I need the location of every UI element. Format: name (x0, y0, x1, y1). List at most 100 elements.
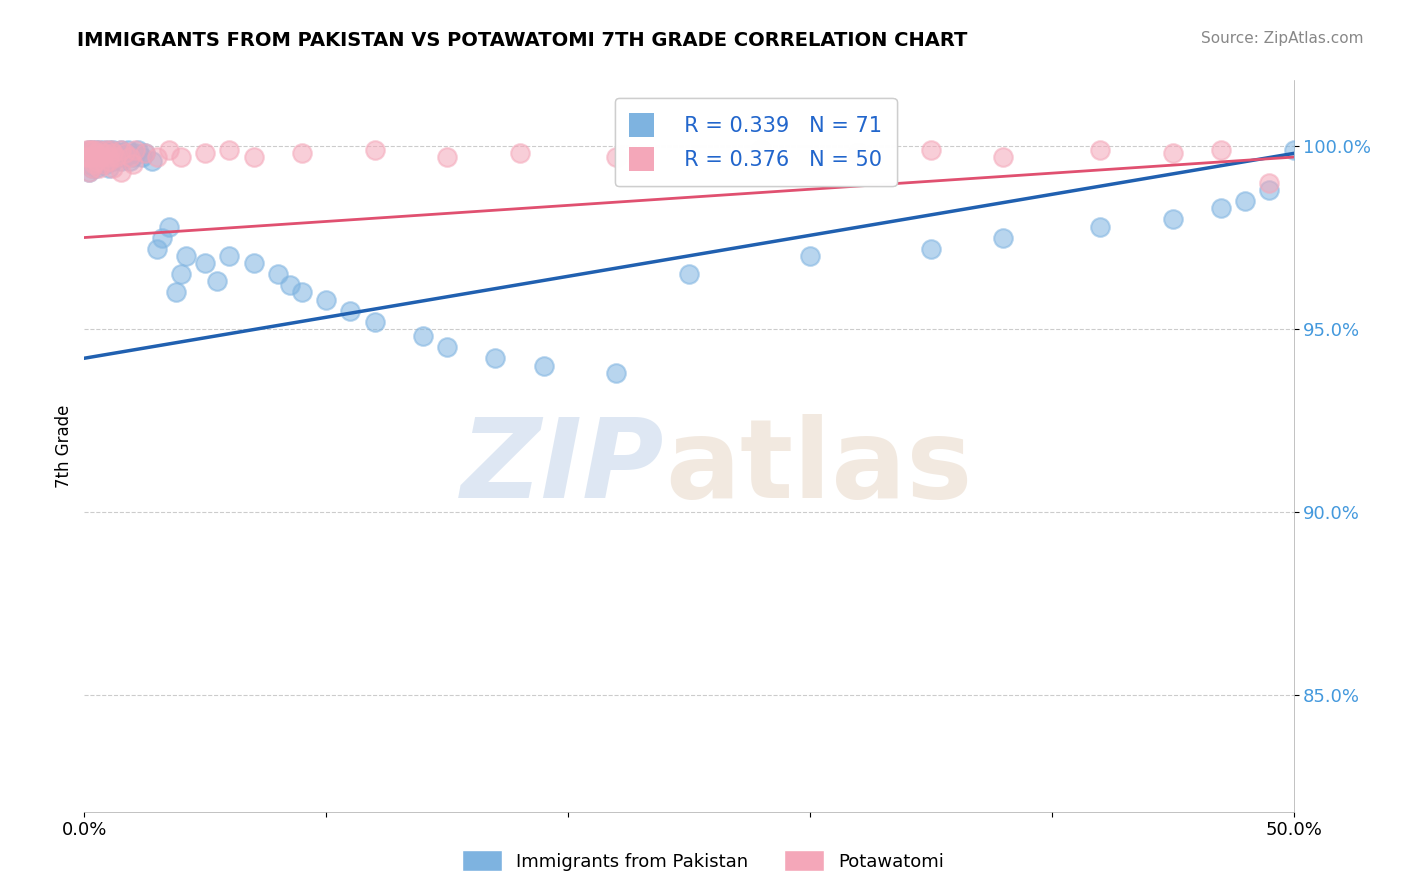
Point (1088, 143, 1111, 157)
Point (678, 267, 700, 281)
Point (412, 329, 434, 343)
Point (76, 150, 98, 164)
Point (170, 267, 193, 281)
Point (86, 150, 108, 164)
Point (80, 143, 103, 157)
Point (120, 153, 142, 168)
Point (121, 157, 143, 171)
Point (93, 146, 115, 161)
Point (80, 150, 103, 164)
Point (76, 146, 98, 161)
Point (93, 157, 115, 171)
Point (94, 143, 117, 157)
Point (146, 150, 169, 164)
Point (93, 143, 115, 157)
Point (110, 143, 132, 157)
Point (80, 161, 103, 175)
Point (1161, 146, 1184, 161)
Text: IMMIGRANTS FROM PAKISTAN VS POTAWATOMI 7TH GRADE CORRELATION CHART: IMMIGRANTS FROM PAKISTAN VS POTAWATOMI 7… (77, 31, 967, 50)
Point (121, 150, 143, 164)
Point (86, 161, 108, 175)
Point (170, 150, 193, 164)
Point (605, 366, 627, 380)
Point (1258, 183, 1281, 197)
Point (242, 256, 264, 270)
Point (218, 249, 240, 263)
Point (1209, 143, 1232, 157)
Point (194, 146, 217, 161)
Point (165, 285, 187, 300)
Point (993, 150, 1015, 164)
Point (1088, 219, 1111, 234)
Point (1234, 194, 1257, 208)
Point (77, 150, 100, 164)
Point (150, 230, 173, 244)
Point (110, 153, 132, 168)
Point (104, 150, 127, 164)
Point (436, 340, 458, 354)
Point (114, 146, 136, 161)
Point (83, 146, 105, 161)
Point (509, 146, 531, 161)
Point (80, 161, 103, 175)
Point (207, 274, 229, 288)
Point (533, 359, 555, 373)
Point (120, 150, 142, 164)
Text: Source: ZipAtlas.com: Source: ZipAtlas.com (1201, 31, 1364, 46)
Point (77, 164, 100, 178)
Point (146, 242, 169, 256)
Point (97, 153, 120, 168)
Point (484, 351, 506, 366)
Point (90, 146, 112, 161)
Legend:   R = 0.339   N = 71,   R = 0.376   N = 50: R = 0.339 N = 71, R = 0.376 N = 50 (614, 98, 897, 186)
Point (218, 143, 240, 157)
Point (80, 143, 103, 157)
Point (87, 143, 110, 157)
Point (87, 143, 110, 157)
Text: atlas: atlas (665, 415, 972, 522)
Point (278, 278, 301, 293)
Point (97, 161, 120, 175)
Point (267, 267, 290, 281)
Point (83, 157, 105, 171)
Point (134, 146, 156, 161)
Point (291, 146, 314, 161)
Point (80, 150, 103, 164)
Point (112, 146, 135, 161)
Point (83, 153, 105, 168)
Point (83, 143, 105, 157)
Point (141, 153, 163, 168)
Point (993, 230, 1015, 244)
Point (103, 153, 125, 168)
Point (751, 143, 773, 157)
Point (1282, 143, 1305, 157)
Point (920, 143, 942, 157)
Point (90, 157, 112, 171)
Point (134, 146, 156, 161)
Point (110, 143, 132, 157)
Point (920, 242, 942, 256)
Point (104, 150, 127, 164)
Point (87, 153, 110, 168)
Point (100, 146, 122, 161)
Point (100, 143, 122, 157)
Point (77, 164, 100, 178)
Point (86, 153, 108, 168)
Point (90, 150, 112, 164)
Point (242, 150, 264, 164)
Point (110, 164, 132, 178)
Point (339, 303, 361, 318)
Point (93, 150, 115, 164)
Point (846, 146, 869, 161)
Point (94, 157, 117, 171)
Point (77, 143, 100, 157)
Point (77, 143, 100, 157)
Point (157, 143, 180, 157)
Point (174, 249, 197, 263)
Point (97, 143, 120, 157)
Point (76, 157, 98, 171)
Point (363, 315, 385, 329)
Point (86, 143, 108, 157)
Point (76, 143, 98, 157)
Point (103, 146, 125, 161)
